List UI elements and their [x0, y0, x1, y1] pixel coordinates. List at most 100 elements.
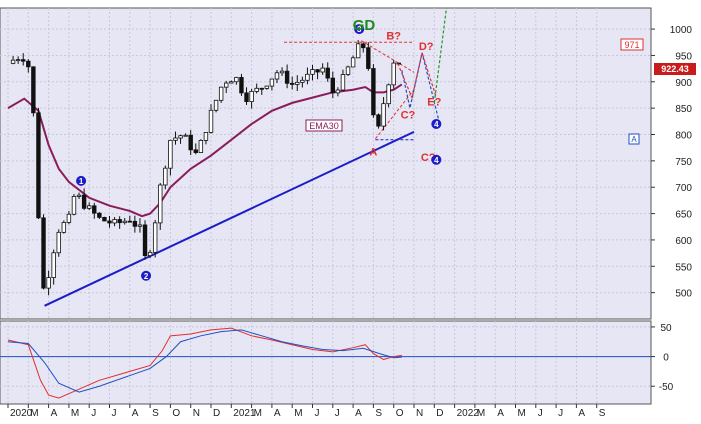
- candle-body: [107, 220, 112, 224]
- chart-title: GD: [353, 17, 376, 34]
- x-tick-label: D: [213, 408, 220, 419]
- x-tick-label: 2021: [233, 408, 256, 419]
- candle-body: [117, 219, 122, 224]
- grid-lines: [0, 8, 651, 404]
- candle-body: [284, 70, 290, 84]
- wave-marker-circle: [431, 118, 442, 129]
- svg-text:A: A: [631, 135, 637, 144]
- x-tick-label: J: [335, 408, 340, 419]
- wave-marker-number: 2: [144, 272, 149, 281]
- candle-body: [87, 205, 92, 209]
- candle-body: [300, 79, 305, 83]
- candle-body: [386, 84, 391, 105]
- y-tick-label: 650: [675, 210, 692, 221]
- price-tag-value: 922.43: [661, 64, 689, 74]
- wave-marker-circle: [431, 154, 442, 165]
- candle-body: [46, 277, 51, 289]
- candle-body: [31, 66, 36, 114]
- candle-body: [325, 67, 330, 79]
- y-tick-label: 950: [675, 51, 692, 62]
- macd-line-0: [7, 327, 402, 399]
- candle-body: [193, 149, 198, 153]
- candle-body: [320, 67, 325, 73]
- ema-series: [7, 83, 403, 218]
- wave-label: C?: [401, 110, 416, 122]
- candle-body: [41, 217, 46, 289]
- x-tick-label: S: [375, 408, 382, 419]
- candle-body: [15, 59, 21, 62]
- candle-body: [224, 82, 229, 88]
- x-tick-label: A: [274, 408, 281, 419]
- macd-y-tick-label: 50: [660, 323, 672, 334]
- candle-body: [244, 92, 249, 103]
- candle-body: [310, 69, 315, 75]
- x-tick-label: O: [396, 408, 404, 419]
- x-tick-label: J: [112, 408, 117, 419]
- candle-body: [173, 137, 178, 141]
- projection-paths: [397, 7, 448, 119]
- candle-body: [274, 72, 280, 80]
- x-tick-label: J: [91, 408, 96, 419]
- wave-marker-number: 4: [434, 120, 439, 129]
- x-tick-label: D: [436, 408, 443, 419]
- candle-body: [355, 43, 361, 59]
- candle-body: [152, 222, 158, 253]
- candle-body: [158, 184, 163, 224]
- candle-body: [198, 140, 204, 153]
- candle-body: [376, 114, 381, 127]
- y-tick-label: 550: [675, 262, 692, 273]
- x-tick-label: J: [538, 408, 543, 419]
- candle-body: [234, 77, 239, 83]
- blue-projection: [401, 52, 439, 119]
- trendline-support: [44, 130, 415, 307]
- candle-body: [147, 251, 153, 256]
- x-tick-label: A: [497, 408, 504, 419]
- candle-body: [249, 90, 254, 103]
- candle-body: [81, 194, 87, 209]
- y-tick-label: 800: [675, 131, 692, 142]
- candle-body: [305, 73, 310, 81]
- candle-body: [163, 167, 168, 186]
- candle-body: [97, 212, 102, 218]
- y-tick-label: 850: [675, 104, 692, 115]
- wave-label: E?: [427, 97, 441, 109]
- wave-marker-number: 1: [79, 177, 84, 186]
- candle-body: [350, 57, 356, 68]
- trendline-wedge-upper: [360, 40, 415, 73]
- candle-body: [289, 82, 295, 85]
- x-tick-label: M: [30, 408, 38, 419]
- target-label-box: 971: [620, 38, 644, 51]
- macd-y-tick-label: -50: [659, 382, 674, 393]
- y-tick-label: 500: [675, 289, 692, 300]
- candle-body: [279, 70, 285, 74]
- macd-line-1: [7, 329, 402, 393]
- candle-body: [295, 81, 300, 85]
- candle-body: [264, 85, 270, 89]
- x-tick-label: N: [416, 408, 423, 419]
- y-tick-label: 750: [675, 157, 692, 168]
- candle-body: [66, 213, 72, 223]
- macd-y-axis: 50 0 -50: [651, 323, 674, 393]
- candle-body: [259, 87, 264, 90]
- ema-label: EMA30: [309, 121, 339, 131]
- green-projection: [433, 7, 448, 103]
- candle-body: [56, 231, 61, 254]
- x-tick-label: A: [578, 408, 585, 419]
- candle-body: [330, 77, 335, 94]
- candle-body: [391, 62, 396, 86]
- x-tick-label: J: [315, 408, 320, 419]
- candle-body: [137, 224, 143, 227]
- candle-body: [112, 219, 117, 224]
- red-projection: [397, 50, 437, 100]
- ema30-line: [7, 83, 403, 218]
- candle-body: [71, 196, 77, 215]
- x-tick-label: A: [132, 408, 139, 419]
- candle-body: [122, 220, 127, 224]
- wave-label: B?: [386, 31, 401, 43]
- candle-body: [178, 135, 183, 139]
- price-panel: [0, 7, 652, 320]
- x-tick-label: J: [558, 408, 563, 419]
- candle-body: [208, 109, 214, 133]
- x-tick-label: S: [599, 408, 606, 419]
- y-tick-label: 700: [675, 183, 692, 194]
